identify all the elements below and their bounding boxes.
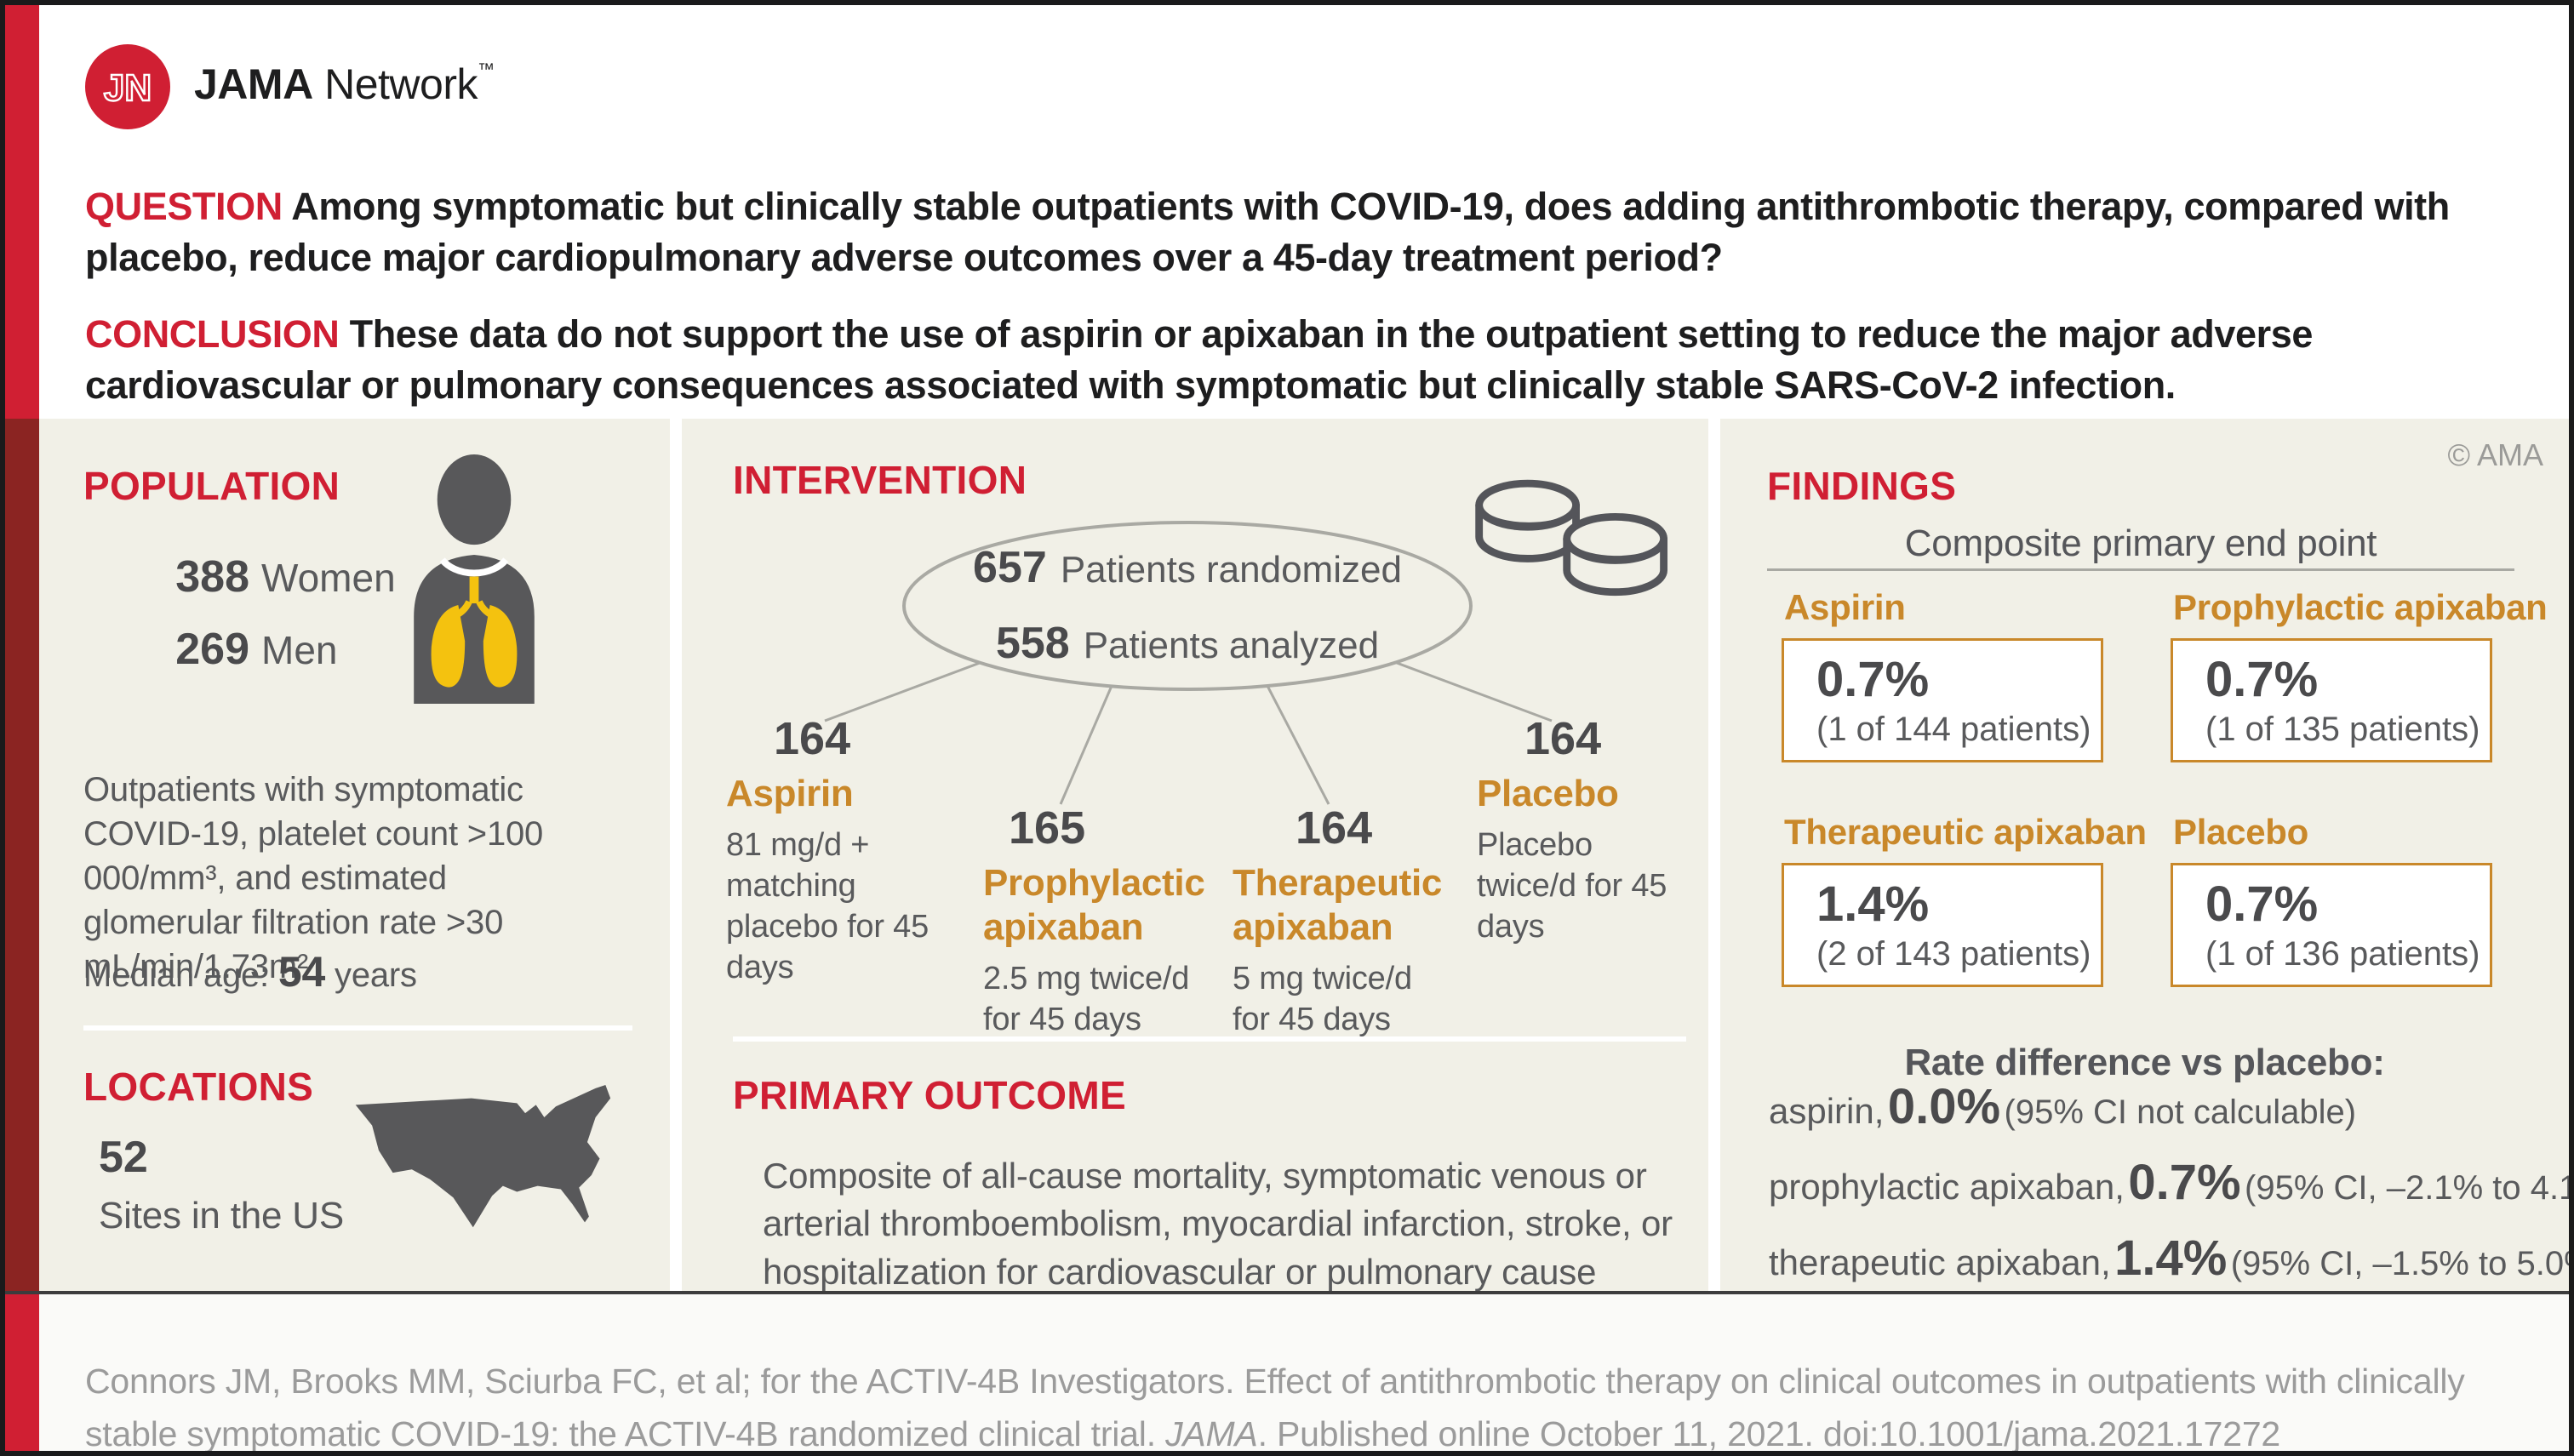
randomized-count: 657 [973,543,1047,592]
median-age-value: 54 [277,948,326,996]
arm-therapeutic-n: 164 [1296,802,1373,854]
result-placebo-label: Placebo [2173,812,2308,852]
result-therapeutic-rate: 1.4% [1816,876,1930,932]
result-prophylactic-card: 0.7% (1 of 135 patients) [2171,638,2492,762]
arm-therapeutic-regimen: 5 mg twice/d for 45 days [1233,960,1412,1037]
trademark-symbol: ™ [477,60,495,79]
result-prophylactic-label: Prophylactic apixaban [2173,587,2548,627]
rate-difference-prophylactic: prophylactic apixaban, 0.7% (95% CI, –2.… [1769,1155,2574,1210]
median-age-unit: years [335,956,417,994]
locations-heading: LOCATIONS [83,1065,314,1109]
citation-text-start: Connors JM, Brooks MM, Sciurba FC, et al… [85,1362,2465,1453]
analyzed-label: Patients analyzed [1083,625,1380,666]
population-heading: POPULATION [83,464,340,508]
svg-text:JN: JN [104,67,152,109]
conclusion-label: CONCLUSION [85,312,340,356]
rate-difference-heading: Rate difference vs placebo: [1904,1042,2385,1083]
question-label: QUESTION [85,185,283,228]
intervention-panel: INTERVENTION 657 Patients randomized 558 P… [682,419,1708,1292]
median-age: Median age: 54 years [83,945,417,1000]
question-paragraph: QUESTION Among symptomatic but clinicall… [85,181,2537,284]
population-panel: POPULATION 388 Women 269 Men Outpatients w… [39,419,670,1291]
result-aspirin-label: Aspirin [1784,587,1906,627]
result-aspirin-rate: 0.7% [1816,652,1930,707]
ama-copyright: © AMA [2447,437,2543,472]
locations-count: 52 [99,1133,148,1182]
arm-aspirin: 164 Aspirin 81 mg/d + matching placebo f… [726,715,939,989]
result-therapeutic-label: Therapeutic apixaban [1784,812,2147,852]
women-stat: 388 Women [154,546,396,619]
journal-name: JAMA [1165,1413,1258,1453]
intervention-heading: INTERVENTION [733,458,1027,502]
result-aspirin-card: 0.7% (1 of 144 patients) [1782,638,2103,762]
population-description: Outpatients with symptomatic COVID-19, p… [83,771,544,985]
primary-outcome-text: Composite of all-cause mortality, sympto… [763,1156,1673,1292]
arm-aspirin-name: Aspirin [726,772,854,814]
arm-aspirin-n: 164 [774,713,851,764]
analyzed-count: 558 [995,619,1070,668]
result-prophylactic-rate: 0.7% [2205,652,2319,707]
arm-placebo-name: Placebo [1477,772,1619,814]
arm-placebo-n: 164 [1524,713,1602,764]
randomized-row: 657 Patients randomized [973,538,1402,608]
citation: Connors JM, Brooks MM, Sciurba FC, et al… [85,1356,2494,1456]
logo-jama: JAMA [194,60,313,108]
rate-difference-therapeutic: therapeutic apixaban, 1.4% (95% CI, –1.5… [1769,1230,2574,1286]
logo-wordmark: JAMA Network™ [194,60,495,109]
footer-background [39,1294,2569,1451]
arm-placebo-regimen: Placebo twice/d for 45 days [1477,826,1667,945]
result-therapeutic-card: 1.4% (2 of 143 patients) [1782,863,2103,987]
arm-therapeutic-apixaban: 164 Therapeutic apixaban 5 mg twice/d fo… [1233,804,1475,1040]
result-therapeutic-detail: (2 of 143 patients) [1816,934,2091,973]
findings-subtitle: Composite primary end point [1904,522,2377,564]
left-accent-bar-top [5,5,39,419]
result-prophylactic-detail: (1 of 135 patients) [2205,710,2480,748]
person-lungs-icon [407,453,541,704]
left-accent-bar-bottom [5,1291,39,1451]
logo-network: Network [324,60,478,108]
men-stat: 269 Men [154,619,396,691]
conclusion-text: These data do not support the use of asp… [85,312,2313,408]
result-placebo-card: 0.7% (1 of 136 patients) [2171,863,2492,987]
arm-prophylactic-apixaban: 165 Prophylactic apixaban 2.5 mg twice/d… [983,804,1226,1040]
population-locations-divider [83,1025,632,1031]
arm-prophylactic-name: Prophylactic apixaban [983,861,1205,948]
primary-outcome-heading: PRIMARY OUTCOME [733,1073,1126,1117]
question-text: Among symptomatic but clinically stable … [85,185,2450,280]
men-count: 269 [175,625,249,674]
median-age-label: Median age: [83,956,269,994]
rate-difference-aspirin: aspirin, 0.0% (95% CI not calculable) [1769,1079,2357,1134]
us-map-icon [347,1078,645,1272]
men-label: Men [261,628,338,672]
women-count: 388 [175,552,249,602]
arm-therapeutic-name: Therapeutic apixaban [1233,861,1443,948]
findings-heading: FINDINGS [1767,464,1957,508]
women-label: Women [261,556,396,600]
arm-placebo: 164 Placebo Placebo twice/d for 45 days [1477,715,1690,947]
left-accent-bar-middle [5,419,39,1291]
jn-logo-icon: JN [82,41,174,133]
intervention-outcome-divider [733,1036,1686,1042]
randomized-label: Patients randomized [1060,549,1402,591]
footer-separator [5,1291,2569,1294]
rate-difference-list: aspirin, 0.0% (95% CI not calculable) pr… [1769,1076,2574,1303]
arm-prophylactic-n: 165 [1009,802,1086,854]
arm-aspirin-regimen: 81 mg/d + matching placebo for 45 days [726,826,930,986]
pills-icon [1465,465,1690,602]
result-placebo-detail: (1 of 136 patients) [2205,934,2480,973]
randomization-diagram-lines [824,521,1553,805]
randomization-summary: 657 Patients randomized 558 Patients analy… [949,538,1426,684]
arm-prophylactic-regimen: 2.5 mg twice/d for 45 days [983,960,1190,1037]
analyzed-row: 558 Patients analyzed [996,614,1379,684]
result-aspirin-detail: (1 of 144 patients) [1816,710,2091,748]
conclusion-paragraph: CONCLUSION These data do not support the… [85,309,2537,412]
findings-panel: © AMA FINDINGS Composite primary end poi… [1720,419,2574,1291]
findings-subtitle-rule [1767,568,2514,571]
result-placebo-rate: 0.7% [2205,876,2319,932]
locations-label: Sites in the US [99,1195,345,1236]
citation-text-end: . Published online October 11, 2021. doi… [1257,1413,2281,1453]
population-stats: 388 Women 269 Men [154,546,396,691]
